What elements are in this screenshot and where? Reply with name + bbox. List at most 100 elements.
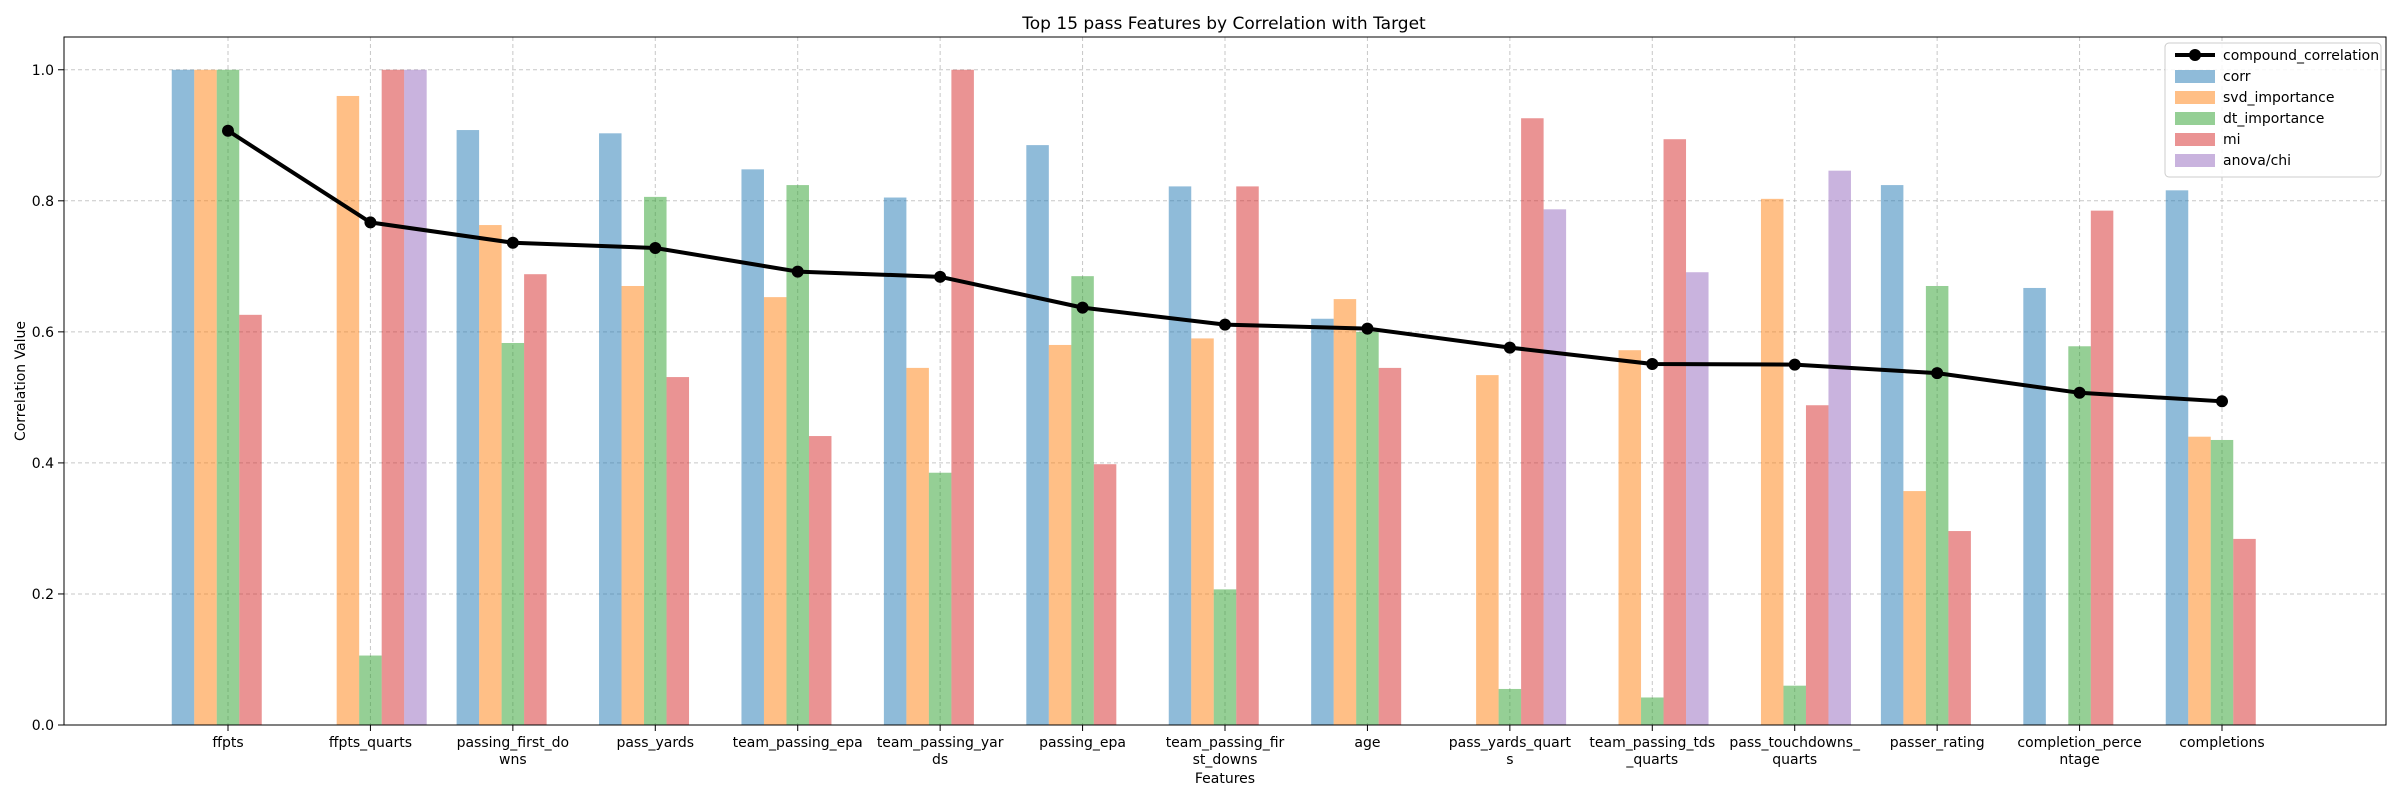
- bar-dt-importance: [928, 472, 952, 725]
- bar-dt-importance: [359, 655, 382, 725]
- bar-corr: [2023, 287, 2046, 725]
- legend-marker: [2189, 49, 2201, 61]
- bar-anova-chi: [1828, 170, 1851, 725]
- x-tick-label: ntage: [2059, 752, 2099, 768]
- legend-label: corr: [2223, 69, 2251, 85]
- bar-corr: [171, 69, 195, 725]
- legend-swatch: [2175, 70, 2215, 83]
- bar-mi: [1093, 464, 1117, 725]
- bar-corr: [456, 130, 480, 725]
- compound-correlation-point: [2216, 395, 2228, 408]
- bar-dt-importance: [1783, 685, 1806, 725]
- legend-swatch: [2175, 154, 2215, 167]
- bar-svd-importance: [479, 225, 502, 725]
- bar-mi: [381, 69, 405, 725]
- bar-svd-importance: [2188, 436, 2211, 725]
- compound-line: [222, 124, 2228, 408]
- x-tick-label: st_downs: [1193, 752, 1258, 768]
- bar-anova-chi: [404, 69, 427, 725]
- compound-correlation-point: [791, 265, 804, 278]
- compound-correlation-point: [1646, 357, 1659, 370]
- bar-mi: [1948, 531, 1971, 725]
- x-tick-label: passer_rating: [1890, 735, 1985, 751]
- y-axis-label: Correlation Value: [13, 321, 29, 441]
- bar-svd-importance: [1476, 375, 1499, 725]
- legend-label: mi: [2223, 132, 2241, 148]
- bar-dt-importance: [786, 185, 809, 726]
- bar-svd-importance: [621, 285, 645, 725]
- bar-dt-importance: [1071, 276, 1094, 725]
- bar-dt-importance: [644, 196, 667, 725]
- legend-swatch: [2175, 133, 2215, 146]
- bar-svd-importance: [1760, 198, 1784, 725]
- bar-corr: [1880, 185, 1904, 726]
- compound-correlation-point: [1076, 301, 1089, 314]
- bar-mi: [2233, 538, 2256, 725]
- x-tick-label: team_passing_yar: [877, 735, 1004, 751]
- bar-svd-importance: [1333, 299, 1357, 725]
- y-axis: 0.0 0.2 0.4 0.6 0.8 1.0: [32, 63, 64, 734]
- legend-label: anova/chi: [2223, 153, 2291, 169]
- bar-dt-importance: [1925, 285, 1949, 725]
- bar-anova-chi: [1686, 272, 1709, 725]
- legend-label: svd_importance: [2223, 90, 2334, 106]
- compound-correlation-point: [934, 270, 947, 283]
- compound-correlation-point: [1361, 322, 1374, 335]
- bar-svd-importance: [1048, 344, 1072, 725]
- bar-mi: [666, 377, 690, 725]
- y-tick-label: 0.0: [32, 718, 54, 734]
- compound-correlation-point: [1219, 318, 1231, 331]
- bar-dt-importance: [1213, 589, 1237, 725]
- bar-mi: [808, 436, 832, 725]
- bar-corr: [1311, 318, 1334, 725]
- bar-svd-importance: [763, 297, 787, 725]
- compound-correlation-point: [364, 216, 377, 229]
- bar-svd-importance: [1903, 491, 1926, 725]
- x-tick-label: completions: [2179, 735, 2264, 751]
- bar-mi: [951, 69, 974, 725]
- bar-mi: [2090, 210, 2114, 726]
- bar-dt-importance: [1498, 688, 1522, 725]
- bar-dt-importance: [1356, 331, 1379, 725]
- y-tick-label: 1.0: [32, 63, 54, 79]
- legend-label: dt_importance: [2223, 111, 2324, 127]
- x-tick-label: age: [1354, 735, 1380, 751]
- x-tick-label: team_passing_epa: [733, 735, 863, 751]
- x-tick-label: team_passing_tds: [1589, 735, 1715, 751]
- bar-dt-importance: [216, 69, 240, 725]
- x-axis-label: Features: [1195, 771, 1255, 787]
- x-tick-label: passing_epa: [1039, 735, 1126, 751]
- bar-corr: [883, 197, 907, 726]
- bar-svd-importance: [336, 95, 360, 725]
- bar-svd-importance: [194, 69, 217, 725]
- compound-correlation-point: [1931, 367, 1944, 380]
- x-tick-label: pass_yards: [616, 735, 694, 751]
- bar-mi: [1236, 186, 1259, 725]
- bar-mi: [1805, 405, 1829, 725]
- chart-title: Top 15 pass Features by Correlation with…: [1021, 14, 1426, 34]
- bar-dt-importance: [501, 342, 525, 725]
- legend-box: [2164, 42, 2382, 178]
- bars: [171, 69, 2256, 726]
- bar-mi: [239, 314, 262, 725]
- y-tick-label: 0.6: [32, 325, 54, 341]
- x-tick-label: team_passing_fir: [1166, 735, 1285, 751]
- bar-dt-importance: [2068, 346, 2091, 725]
- y-tick-label: 0.8: [32, 194, 54, 210]
- y-tick-label: 0.2: [32, 587, 54, 603]
- bar-dt-importance: [1641, 697, 1664, 725]
- y-tick-label: 0.4: [32, 456, 54, 472]
- bar-corr: [1168, 186, 1192, 725]
- compound-correlation-point: [1788, 358, 1801, 371]
- bar-corr: [2165, 190, 2189, 726]
- x-tick-label: pass_touchdowns_: [1729, 735, 1861, 751]
- legend-swatch: [2175, 91, 2215, 104]
- bar-corr: [1026, 145, 1049, 726]
- x-tick-label: ffpts_quarts: [329, 735, 412, 751]
- bar-corr: [741, 169, 764, 725]
- bar-svd-importance: [1191, 338, 1214, 725]
- compound-correlation-point: [222, 124, 234, 137]
